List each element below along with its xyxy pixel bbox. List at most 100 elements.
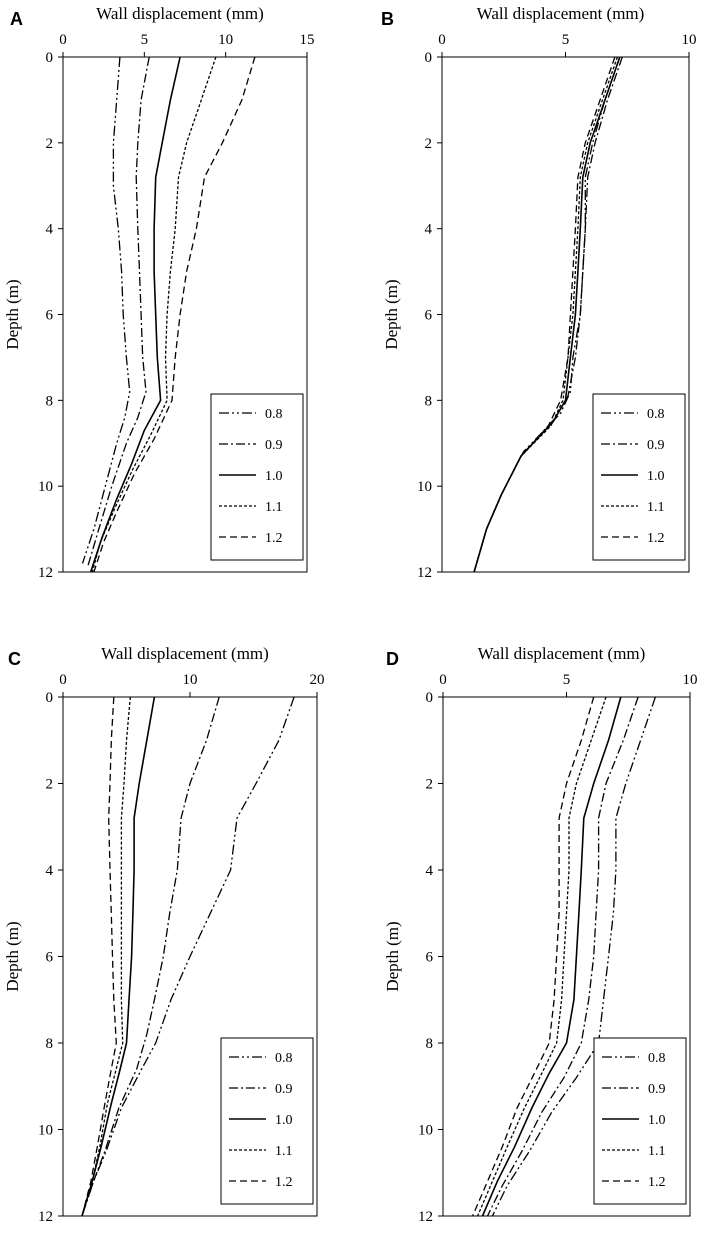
panel-a-y-tick-label: 10 xyxy=(38,479,53,495)
panel-c-y-tick-label: 4 xyxy=(46,863,54,879)
panel-c-y-axis-title: Depth (m) xyxy=(3,921,22,991)
panel-d-series-line-1-2 xyxy=(472,696,595,1217)
panel-a-y-tick-label: 8 xyxy=(46,393,54,409)
panel-a-legend-label: 1.0 xyxy=(265,469,283,484)
panel-a-x-tick-label: 10 xyxy=(218,32,233,48)
panel-a-series-line-0-9 xyxy=(86,56,150,568)
panel-a-legend xyxy=(210,393,304,561)
panel-b-legend-label: 0.9 xyxy=(647,438,665,453)
panel-b-legend-label: 0.8 xyxy=(647,407,665,422)
panel-b-x-tick-label: 10 xyxy=(682,32,697,48)
panel-d-legend-label: 0.9 xyxy=(648,1082,666,1097)
panel-b-y-tick-label: 12 xyxy=(417,565,432,581)
panel-d-legend-label: 1.2 xyxy=(648,1175,666,1190)
panel-a-legend-label: 0.8 xyxy=(265,407,283,422)
panel-c-series-line-1-2 xyxy=(81,696,117,1217)
panel-c-legend-label: 1.0 xyxy=(275,1113,293,1128)
panel-d-x-tick-label: 10 xyxy=(683,672,698,688)
panel-c-y-tick-label: 8 xyxy=(46,1036,54,1052)
panel-c-legend-label: 1.1 xyxy=(275,1144,293,1159)
panel-b-y-tick-label: 2 xyxy=(425,136,433,152)
panel-d-y-tick-label: 4 xyxy=(426,863,434,879)
panel-b-y-tick-label: 10 xyxy=(417,479,432,495)
panel-d-legend xyxy=(593,1037,687,1205)
panel-b-y-tick-label: 8 xyxy=(425,393,433,409)
panel-d-y-tick-label: 0 xyxy=(426,690,434,706)
panel-a-x-axis-title: Wall displacement (mm) xyxy=(96,4,264,23)
panel-d-series-line-0-8 xyxy=(491,696,657,1217)
panel-a-legend-label: 1.1 xyxy=(265,500,283,515)
panel-a-label: A xyxy=(10,9,23,29)
panel-c-series-line-0-8 xyxy=(81,696,295,1217)
panel-b-x-tick-label: 5 xyxy=(562,32,570,48)
panel-d-x-axis-title: Wall displacement (mm) xyxy=(478,644,646,663)
panel-c-x-tick-label: 0 xyxy=(59,672,67,688)
panel-c-y-tick-label: 0 xyxy=(46,690,54,706)
panel-d-y-tick-label: 6 xyxy=(426,950,434,966)
panel-a-y-tick-label: 2 xyxy=(46,136,54,152)
panel-b-label: B xyxy=(381,9,394,29)
panel-b-y-tick-label: 4 xyxy=(425,222,433,238)
panel-d-x-tick-label: 0 xyxy=(439,672,447,688)
panel-c: C Wall displacement (mm) Depth (m) 0 10 20 0 2 4… xyxy=(3,644,325,1225)
panel-a-x-tick-label: 5 xyxy=(141,32,149,48)
panel-a-legend-label: 1.2 xyxy=(265,531,283,546)
panel-d-series-line-1-1 xyxy=(477,696,607,1217)
panel-c-x-axis-title: Wall displacement (mm) xyxy=(101,644,269,663)
panel-d-legend-label: 1.0 xyxy=(648,1113,666,1128)
panel-a-legend-label: 0.9 xyxy=(265,438,283,453)
panel-a-y-tick-label: 0 xyxy=(46,50,54,66)
panel-a-x-tick-label: 15 xyxy=(300,32,315,48)
panel-c-y-tick-label: 12 xyxy=(38,1209,53,1225)
panel-d-legend-label: 1.1 xyxy=(648,1144,666,1159)
panel-c-y-tick-label: 6 xyxy=(46,950,54,966)
panel-d-series-line-1-0 xyxy=(481,696,622,1217)
panel-d: D Wall displacement (mm) Depth (m) 0 5 10 0 2 4 6… xyxy=(383,644,698,1225)
panel-a-series-line-1-2 xyxy=(93,56,256,573)
panel-c-series-line-0-9 xyxy=(81,696,220,1217)
panel-b-legend-label: 1.0 xyxy=(647,469,665,484)
panel-b-legend xyxy=(592,393,686,561)
panel-b-x-axis-title: Wall displacement (mm) xyxy=(477,4,645,23)
panel-b-legend-label: 1.2 xyxy=(647,531,665,546)
panel-d-legend-label: 0.8 xyxy=(648,1051,666,1066)
panel-a-series-line-1-1 xyxy=(91,56,217,573)
panel-b-series-line-0-9 xyxy=(473,56,623,573)
panel-c-legend-label: 1.2 xyxy=(275,1175,293,1190)
panel-c-x-tick-label: 20 xyxy=(310,672,325,688)
panel-b-y-axis-title: Depth (m) xyxy=(382,279,401,349)
panel-d-series-line-0-9 xyxy=(486,696,639,1217)
panel-c-series-line-1-0 xyxy=(81,696,156,1217)
panel-a-y-axis-title: Depth (m) xyxy=(3,279,22,349)
panel-c-y-tick-label: 10 xyxy=(38,1123,53,1139)
panel-a: A Wall displacement (mm) Depth (m) 0 5 10 15 0 2… xyxy=(3,4,315,581)
panel-b: B Wall displacement (mm) Depth (m) 0 5 10 0 2 4 6… xyxy=(381,4,697,581)
panel-a-series-line-0-8 xyxy=(81,56,131,564)
panel-a-y-tick-label: 4 xyxy=(46,222,54,238)
panel-c-x-tick-label: 10 xyxy=(183,672,198,688)
panel-b-y-tick-label: 0 xyxy=(425,50,433,66)
panel-c-series-line-1-1 xyxy=(81,696,131,1217)
panel-d-x-tick-label: 5 xyxy=(563,672,571,688)
panel-c-y-tick-label: 2 xyxy=(46,777,54,793)
panel-d-y-tick-label: 12 xyxy=(418,1209,433,1225)
panel-c-legend-label: 0.9 xyxy=(275,1082,293,1097)
panel-d-y-tick-label: 2 xyxy=(426,777,434,793)
panel-c-legend xyxy=(220,1037,314,1205)
panel-d-label: D xyxy=(386,649,399,669)
panel-a-x-tick-label: 0 xyxy=(59,32,67,48)
panel-d-y-axis-title: Depth (m) xyxy=(383,921,402,991)
panel-d-y-tick-label: 10 xyxy=(418,1123,433,1139)
panel-c-legend-label: 0.8 xyxy=(275,1051,293,1066)
panel-b-series-line-0-8 xyxy=(473,56,621,573)
panel-b-legend-label: 1.1 xyxy=(647,500,665,515)
panel-b-y-tick-label: 6 xyxy=(425,308,433,324)
panel-d-y-tick-label: 8 xyxy=(426,1036,434,1052)
panel-b-x-tick-label: 0 xyxy=(438,32,446,48)
panel-a-series-line-1-0 xyxy=(89,56,181,573)
panel-a-y-tick-label: 12 xyxy=(38,565,53,581)
panel-a-y-tick-label: 6 xyxy=(46,308,54,324)
panel-c-label: C xyxy=(8,649,21,669)
panel-b-series-line-1-2 xyxy=(473,56,616,573)
